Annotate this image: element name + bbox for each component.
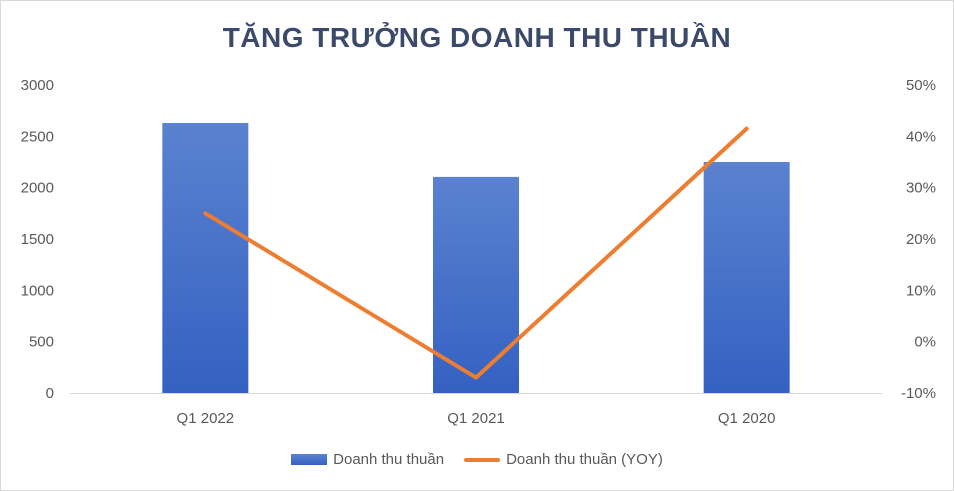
- y-left-tick-label: 0: [46, 385, 54, 402]
- y-right-tick-label: 30%: [906, 180, 936, 197]
- y-right-tick-label: 50%: [906, 77, 936, 94]
- y-right-tick-label: 40%: [906, 128, 936, 145]
- y-right-tick-label: 0%: [914, 334, 936, 351]
- x-tick-label: Q1 2022: [177, 410, 235, 427]
- legend-label-line: Doanh thu thuần (YOY): [506, 451, 663, 468]
- legend-item-line: Doanh thu thuần (YOY): [464, 451, 663, 468]
- legend-label-bar: Doanh thu thuần: [333, 451, 445, 468]
- legend-swatch-line: [464, 457, 501, 462]
- x-tick-label: Q1 2020: [718, 410, 776, 427]
- y-left-tick-label: 500: [29, 334, 54, 351]
- yoy-line: [203, 126, 749, 380]
- legend: Doanh thu thuần Doanh thu thuần (YOY): [0, 451, 954, 468]
- y-right-tick-label: -10%: [901, 385, 936, 402]
- y-left-tick-label: 2000: [21, 180, 54, 197]
- y-left-tick-label: 2500: [21, 128, 54, 145]
- y-left-tick-label: 3000: [21, 77, 54, 94]
- y-left-tick-label: 1500: [21, 231, 54, 248]
- legend-swatch-bar: [291, 454, 328, 465]
- bar: [433, 176, 519, 393]
- chart-title: TĂNG TRƯỞNG DOANH THU THUẦN: [222, 22, 732, 53]
- bar: [162, 122, 249, 393]
- y-left-tick-label: 1000: [21, 282, 54, 299]
- legend-item-bar: Doanh thu thuần: [291, 451, 444, 468]
- x-tick-label: Q1 2021: [447, 410, 505, 427]
- y-right-tick-label: 10%: [906, 282, 936, 299]
- bar: [703, 162, 790, 393]
- y-right-tick-label: 20%: [906, 231, 936, 248]
